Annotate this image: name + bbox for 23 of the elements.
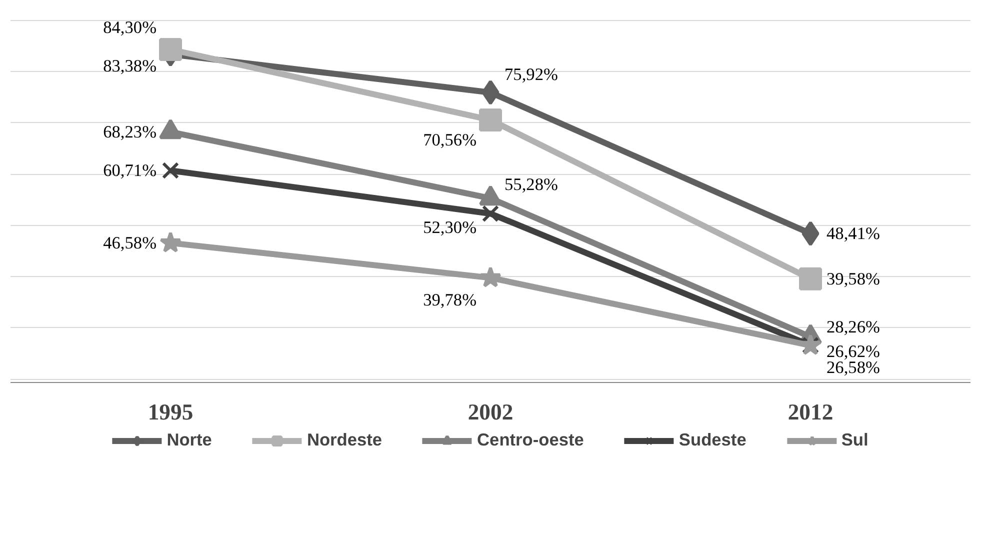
data-label: 84,30% xyxy=(103,18,157,37)
data-label: 70,56% xyxy=(423,130,477,150)
data-label: 26,62% xyxy=(826,342,880,361)
data-label: 46,58% xyxy=(103,233,157,252)
legend-label: Sudeste xyxy=(678,430,746,450)
x-tick-label: 1995 xyxy=(148,400,194,424)
data-label: 26,58% xyxy=(826,358,880,377)
legend-label: Sul xyxy=(841,430,868,450)
data-label: 39,78% xyxy=(423,290,477,310)
data-label: 48,41% xyxy=(826,224,880,244)
data-label: 55,28% xyxy=(504,174,558,194)
legend-label: Norte xyxy=(166,430,212,450)
data-label: 39,58% xyxy=(826,269,880,288)
data-label: 60,71% xyxy=(103,160,157,180)
data-label: 28,26% xyxy=(826,317,880,336)
x-tick-label: 2012 xyxy=(788,400,834,424)
legend-label: Centro-oeste xyxy=(477,430,584,450)
data-label: 75,92% xyxy=(504,64,558,84)
x-tick-label: 2002 xyxy=(468,400,514,424)
legend-label: Nordeste xyxy=(306,430,382,450)
data-label: 68,23% xyxy=(103,122,157,142)
data-label: 52,30% xyxy=(423,218,477,238)
data-label: 83,38% xyxy=(103,56,157,76)
